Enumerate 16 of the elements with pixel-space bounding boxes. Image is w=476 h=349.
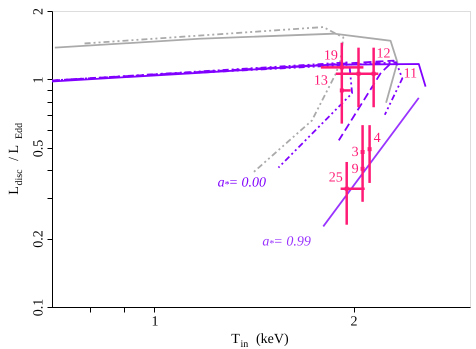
annotation: 9 bbox=[352, 162, 359, 177]
annotation: 11 bbox=[404, 66, 418, 82]
annotation: 4 bbox=[374, 131, 381, 146]
y-tick-label: 0.2 bbox=[32, 230, 46, 248]
y-tick-label: 1 bbox=[32, 76, 46, 84]
y-axis-title: Ldisc / LEdd bbox=[7, 122, 25, 195]
y-tick-label: 0.5 bbox=[32, 140, 46, 158]
annotation: 12 bbox=[376, 46, 391, 62]
annotation: 13 bbox=[314, 73, 328, 88]
y-tick-label: 2 bbox=[32, 8, 46, 15]
annotation: a*= 0.00 bbox=[218, 176, 266, 191]
annotation: 25 bbox=[328, 170, 343, 186]
annotation: 3 bbox=[352, 145, 359, 160]
y-tick-label: 0.1 bbox=[32, 298, 46, 316]
annotation: 19 bbox=[324, 48, 338, 64]
annotation: a*= 0.99 bbox=[262, 234, 311, 250]
